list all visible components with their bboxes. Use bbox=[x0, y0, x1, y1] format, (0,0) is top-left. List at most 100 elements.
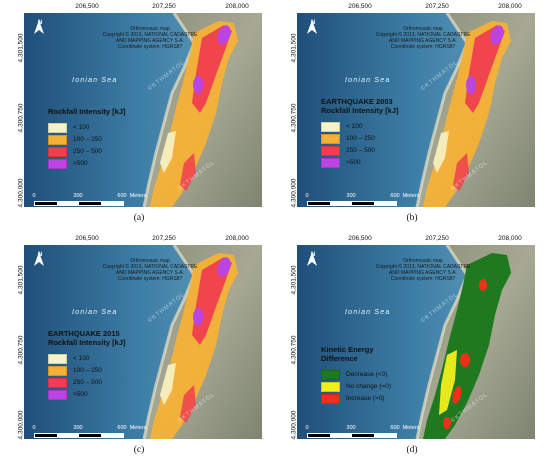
no-change-zone bbox=[439, 350, 457, 415]
scale-bar: 0 300 600 Meters bbox=[305, 425, 419, 438]
map-frame: ©KTHMATOL ©KTHMATOL N Orthomosaic map Co… bbox=[297, 13, 535, 207]
attribution-line: Coordinate system: HGRS87 bbox=[117, 44, 183, 50]
y-tick-label: 4,301,500 bbox=[17, 33, 25, 63]
legend-label: >500 bbox=[73, 391, 88, 398]
attribution-line: Orthomosaic map bbox=[403, 258, 443, 264]
map-frame: ©KTHMATOL ©KTHMATOL N Orthomosaic map Co… bbox=[297, 245, 535, 439]
intensity-gt500-zone bbox=[466, 76, 476, 94]
scale-unit: Meters bbox=[129, 193, 147, 199]
x-tick-label: 208,000 bbox=[498, 3, 522, 10]
legend-label: Increase (>0) bbox=[346, 395, 385, 402]
attribution-line: Copyright © 2013, NATIONAL CADASTRE bbox=[102, 32, 198, 38]
intensity-gt500-zone bbox=[217, 257, 231, 277]
legend-label: < 100 bbox=[73, 355, 90, 362]
legend-title: Rockfall Intensity [kJ] bbox=[48, 107, 126, 116]
intensity-lt100-zone bbox=[433, 131, 449, 173]
y-tick-label: 4,300,000 bbox=[17, 410, 25, 440]
legend-label: 250 – 500 bbox=[346, 147, 375, 154]
x-tick-label: 206,500 bbox=[75, 3, 99, 10]
panel-caption: (c) bbox=[133, 445, 145, 455]
legend-swatch bbox=[321, 369, 340, 380]
legend-item: 100 – 250 bbox=[48, 134, 126, 145]
north-arrow: N bbox=[307, 252, 319, 266]
intensity-lt100-zone bbox=[160, 131, 176, 173]
legend-label: < 100 bbox=[346, 123, 363, 130]
legend-item: 250 – 500 bbox=[321, 145, 399, 156]
y-tick-label: 4,300,750 bbox=[290, 335, 298, 365]
legend-swatch bbox=[321, 133, 340, 144]
attribution-line: AND MAPPING AGENCY S.A. bbox=[389, 38, 457, 44]
legend-item: Decrease (<0) bbox=[321, 369, 391, 380]
y-tick-label: 4,301,500 bbox=[290, 33, 298, 63]
legend-label: >500 bbox=[73, 160, 88, 167]
legend-swatch bbox=[321, 157, 340, 168]
legend-swatch bbox=[321, 145, 340, 156]
intensity-gt500-zone bbox=[193, 76, 203, 94]
hazard-zone bbox=[150, 253, 238, 439]
legend-item: 250 – 500 bbox=[48, 377, 126, 388]
legend-label: 100 – 250 bbox=[346, 135, 375, 142]
north-arrow-icon bbox=[34, 252, 44, 266]
attribution-line: Copyright © 2013, NATIONAL CADASTRE bbox=[375, 32, 471, 38]
y-tick-label: 4,300,750 bbox=[17, 103, 25, 133]
sea-label: Ionian Sea bbox=[72, 309, 118, 316]
y-tick-label: 4,301,500 bbox=[290, 265, 298, 295]
legend-swatch bbox=[48, 158, 67, 169]
legend-title: Rockfall Intensity [kJ] bbox=[48, 338, 126, 347]
increase-zone bbox=[443, 417, 451, 429]
intensity-250-500-zone bbox=[192, 257, 232, 345]
legend-swatch bbox=[321, 393, 340, 404]
x-tick-label: 207,250 bbox=[425, 3, 449, 10]
north-arrow: N bbox=[34, 20, 46, 34]
increase-zone bbox=[460, 353, 470, 367]
legend-title: EARTHQUAKE 2015 bbox=[48, 329, 120, 338]
legend-item: >500 bbox=[48, 158, 126, 169]
scale-label: 300 bbox=[346, 425, 356, 431]
intensity-250-500-zone bbox=[465, 25, 505, 113]
legend-swatch bbox=[48, 377, 67, 388]
map-canvas bbox=[297, 13, 535, 207]
legend: Rockfall Intensity [kJ] < 100 100 – 250 250… bbox=[48, 107, 126, 169]
scale-label: 600 bbox=[117, 193, 127, 199]
attribution: Orthomosaic map Copyright © 2013, NATION… bbox=[375, 258, 471, 282]
scale-label: 600 bbox=[117, 425, 127, 431]
x-tick-label: 206,500 bbox=[348, 235, 372, 242]
y-tick-label: 4,300,000 bbox=[290, 178, 298, 208]
map-canvas bbox=[24, 245, 262, 439]
legend-swatch bbox=[48, 122, 67, 133]
legend-label: 100 – 250 bbox=[73, 367, 102, 374]
attribution: Orthomosaic map Copyright © 2013, NATION… bbox=[375, 26, 471, 50]
scale-label: 600 bbox=[390, 193, 400, 199]
attribution-line: Coordinate system: HGRS87 bbox=[117, 276, 183, 282]
legend-label: Decrease (<0) bbox=[346, 371, 388, 378]
attribution-line: Copyright © 2013, NATIONAL CADASTRE bbox=[375, 264, 471, 270]
x-tick-label: 208,000 bbox=[225, 3, 249, 10]
legend-swatch bbox=[48, 353, 67, 364]
legend-swatch bbox=[48, 146, 67, 157]
north-arrow-icon bbox=[34, 20, 44, 34]
x-tick-label: 208,000 bbox=[225, 235, 249, 242]
attribution-line: Coordinate system: HGRS87 bbox=[390, 276, 456, 282]
legend-label: No change (=0) bbox=[346, 383, 391, 390]
legend-swatch bbox=[48, 365, 67, 376]
y-tick-label: 4,300,000 bbox=[17, 178, 25, 208]
legend-title: EARTHQUAKE 2003 bbox=[321, 97, 393, 106]
panel-caption: (a) bbox=[133, 213, 145, 223]
scale-label: 300 bbox=[346, 193, 356, 199]
north-arrow: N bbox=[307, 20, 319, 34]
legend-title: Rockfall Intensity [kJ] bbox=[321, 106, 399, 115]
attribution-line: AND MAPPING AGENCY S.A. bbox=[389, 270, 457, 276]
north-arrow-icon bbox=[307, 252, 317, 266]
legend-item: < 100 bbox=[48, 122, 126, 133]
legend-label: < 100 bbox=[73, 124, 90, 131]
legend-item: < 100 bbox=[321, 121, 399, 132]
legend-title: Kinetic Energy bbox=[321, 345, 374, 354]
attribution-line: Orthomosaic map bbox=[130, 26, 170, 32]
legend-item: No change (=0) bbox=[321, 381, 391, 392]
intensity-250-500-zone bbox=[180, 385, 196, 423]
attribution-line: Copyright © 2013, NATIONAL CADASTRE bbox=[102, 264, 198, 270]
legend-item: 100 – 250 bbox=[321, 133, 399, 144]
scale-label: 300 bbox=[73, 193, 83, 199]
panel-caption: (b) bbox=[406, 213, 418, 223]
legend-label: 250 – 500 bbox=[73, 148, 102, 155]
